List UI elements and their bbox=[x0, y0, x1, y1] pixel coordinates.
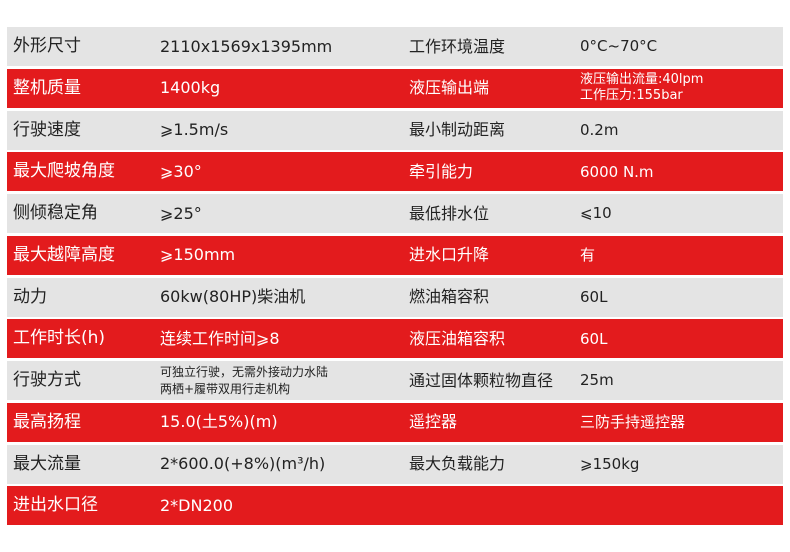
spec-value-line: 两栖+履带双用行走机构 bbox=[160, 381, 291, 396]
spec-value: 60L bbox=[580, 329, 608, 348]
spec-label: 最小制动距离 bbox=[409, 120, 506, 140]
table-row: 工作时长(h) 连续工作时间⩾8 液压油箱容积 60L bbox=[7, 319, 783, 359]
table-row: 行驶方式 可独立行驶，无需外接动力水陆 两栖+履带双用行走机构 通过固体颗粒物直径 25… bbox=[7, 361, 783, 400]
spec-label: 侧倾稳定角 bbox=[13, 203, 98, 224]
spec-label: 进出水口径 bbox=[13, 495, 98, 516]
spec-label: 工作环境温度 bbox=[409, 36, 506, 56]
spec-value: 25m bbox=[580, 371, 614, 390]
spec-value: 1400kg bbox=[160, 78, 221, 98]
spec-label: 行驶方式 bbox=[13, 370, 81, 391]
spec-value: 60kw(80HP)柴油机 bbox=[160, 287, 306, 307]
spec-label: 通过固体颗粒物直径 bbox=[409, 370, 554, 390]
spec-label: 工作时长(h) bbox=[13, 328, 106, 349]
spec-label: 外形尺寸 bbox=[13, 36, 81, 57]
spec-value: ⩾150mm bbox=[160, 245, 236, 265]
spec-value: 60L bbox=[580, 287, 608, 306]
spec-value: 2*DN200 bbox=[160, 495, 234, 515]
spec-value: ⩾1.5m/s bbox=[160, 120, 229, 140]
spec-label: 最大负载能力 bbox=[409, 454, 506, 474]
spec-label: 最大流量 bbox=[13, 453, 81, 474]
table-row: 进出水口径 2*DN200 bbox=[7, 486, 783, 526]
table-row: 最大流量 2*600.0(+8%)(m³/h) 最大负载能力 ⩾150kg bbox=[7, 444, 783, 484]
table-row: 动力 60kw(80HP)柴油机 燃油箱容积 60L bbox=[7, 277, 783, 317]
spec-value: 15.0(土5%)(m) bbox=[160, 412, 278, 432]
spec-value: 0.2m bbox=[580, 120, 619, 139]
spec-value: 可独立行驶，无需外接动力水陆 两栖+履带双用行走机构 bbox=[150, 364, 400, 396]
spec-value: 有 bbox=[580, 246, 596, 264]
table-row: 最大越障高度 ⩾150mm 进水口升降 有 bbox=[7, 235, 783, 275]
spec-value-line: 工作压力:155bar bbox=[580, 88, 683, 104]
spec-label: 最大爬坡角度 bbox=[13, 161, 115, 182]
spec-value: 连续工作时间⩾8 bbox=[160, 328, 280, 348]
spec-label: 最高扬程 bbox=[13, 411, 81, 432]
spec-label: 牵引能力 bbox=[409, 161, 474, 181]
table-row: 外形尺寸 2110x1569x1395mm 工作环境温度 0°C~70°C bbox=[7, 27, 783, 66]
spec-label: 进水口升降 bbox=[409, 245, 490, 265]
spec-value: ⩾25° bbox=[160, 203, 202, 223]
spec-label: 最低排水位 bbox=[409, 203, 490, 223]
spec-label: 行驶速度 bbox=[13, 119, 81, 140]
spec-value: 2110x1569x1395mm bbox=[160, 36, 333, 56]
spec-value-line: 液压输出流量:40lpm bbox=[580, 72, 704, 87]
table-row: 行驶速度 ⩾1.5m/s 最小制动距离 0.2m bbox=[7, 110, 783, 150]
spec-value: 三防手持遥控器 bbox=[580, 413, 686, 431]
spec-label: 液压油箱容积 bbox=[409, 328, 506, 348]
spec-label: 动力 bbox=[13, 286, 47, 307]
spec-value: 液压输出流量:40lpm 工作压力:155bar bbox=[570, 72, 783, 105]
spec-value-line: 可独立行驶，无需外接动力水陆 bbox=[160, 365, 329, 380]
spec-label: 液压输出端 bbox=[409, 78, 490, 98]
spec-label: 最大越障高度 bbox=[13, 244, 115, 265]
spec-label: 燃油箱容积 bbox=[409, 287, 490, 307]
spec-value: ⩾30° bbox=[160, 161, 202, 181]
spec-value: 6000 N.m bbox=[580, 162, 654, 181]
spec-value: ⩽10 bbox=[580, 204, 612, 223]
table-row: 最高扬程 15.0(土5%)(m) 遥控器 三防手持遥控器 bbox=[7, 402, 783, 442]
spec-value: 2*600.0(+8%)(m³/h) bbox=[160, 454, 326, 474]
spec-label: 整机质量 bbox=[13, 77, 81, 98]
table-row: 整机质量 1400kg 液压输出端 液压输出流量:40lpm 工作压力:155bar bbox=[7, 68, 783, 108]
table-row: 最大爬坡角度 ⩾30° 牵引能力 6000 N.m bbox=[7, 152, 783, 192]
spec-value: ⩾150kg bbox=[580, 454, 640, 473]
spec-value: 0°C~70°C bbox=[580, 37, 658, 56]
spec-label: 遥控器 bbox=[409, 412, 458, 432]
table-row: 侧倾稳定角 ⩾25° 最低排水位 ⩽10 bbox=[7, 194, 783, 233]
spec-table: 外形尺寸 2110x1569x1395mm 工作环境温度 0°C~70°C 整机质量 14… bbox=[7, 27, 783, 528]
